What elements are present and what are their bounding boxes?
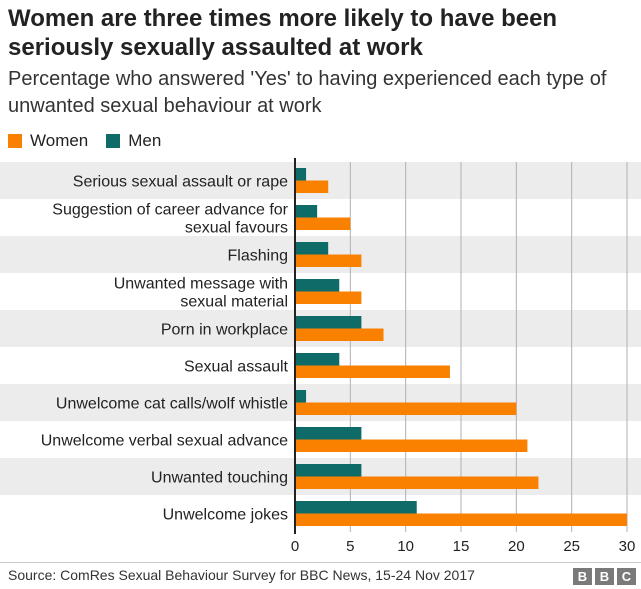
bar-women	[295, 217, 351, 230]
legend-label-men: Men	[128, 131, 162, 150]
bar-women	[295, 476, 539, 489]
bar-men	[295, 427, 362, 440]
bar-women	[295, 254, 362, 267]
category-label: Unwelcome jokes	[163, 507, 288, 524]
bar-women	[295, 513, 627, 526]
x-tick-label: 25	[563, 538, 580, 555]
bar-women	[295, 291, 362, 304]
bbc-logo-letter: C	[617, 568, 636, 585]
category-label: Unwelcome cat calls/wolf whistle	[56, 396, 288, 413]
category-label: Unwanted message with	[114, 276, 288, 293]
category-label: Suggestion of career advance for	[52, 202, 288, 219]
bar-men	[295, 205, 318, 218]
bar-women	[295, 180, 329, 193]
x-tick-label: 0	[291, 538, 299, 555]
legend-swatch-women	[8, 134, 22, 148]
x-tick-label: 20	[508, 538, 525, 555]
bar-women	[295, 365, 450, 378]
bar-men	[295, 501, 417, 514]
x-tick-label: 5	[346, 538, 354, 555]
legend-swatch-men	[106, 134, 121, 148]
bar-men	[295, 242, 329, 255]
bar-chart: Serious sexual assault or rape Suggestion…	[0, 158, 641, 555]
bbc-logo: B B C	[570, 568, 636, 585]
x-tick-label: 30	[619, 538, 636, 555]
source-note: Source: ComRes Sexual Behaviour Survey f…	[8, 567, 475, 583]
category-label: Sexual assault	[184, 359, 289, 376]
category-label: sexual material	[180, 294, 288, 311]
category-label: Unwanted touching	[151, 470, 288, 487]
bar-women	[295, 328, 384, 341]
legend-item-men: Men	[106, 131, 161, 151]
bar-men	[295, 464, 362, 477]
bbc-logo-letter: B	[573, 568, 592, 585]
legend-item-women: Women	[8, 131, 88, 151]
category-label: sexual favours	[185, 220, 288, 237]
x-tick-label: 10	[397, 538, 414, 555]
bar-men	[295, 316, 362, 329]
category-label: Porn in workplace	[161, 322, 288, 339]
footer-divider	[0, 562, 641, 563]
bbc-logo-letter: B	[595, 568, 614, 585]
category-label: Flashing	[228, 248, 288, 265]
bar-men	[295, 168, 307, 181]
chart-title: Women are three times more likely to hav…	[8, 5, 558, 61]
category-label: Unwelcome verbal sexual advance	[41, 433, 288, 450]
bar-men	[295, 353, 340, 366]
x-tick-label: 15	[453, 538, 470, 555]
chart-subtitle: Percentage who answered 'Yes' to having …	[8, 68, 607, 117]
category-label: Serious sexual assault or rape	[73, 174, 288, 191]
legend-label-women: Women	[30, 131, 89, 150]
bar-men	[295, 390, 307, 403]
legend: Women Men	[8, 130, 179, 152]
bar-women	[295, 439, 528, 452]
bar-women	[295, 402, 517, 415]
bar-men	[295, 279, 340, 292]
